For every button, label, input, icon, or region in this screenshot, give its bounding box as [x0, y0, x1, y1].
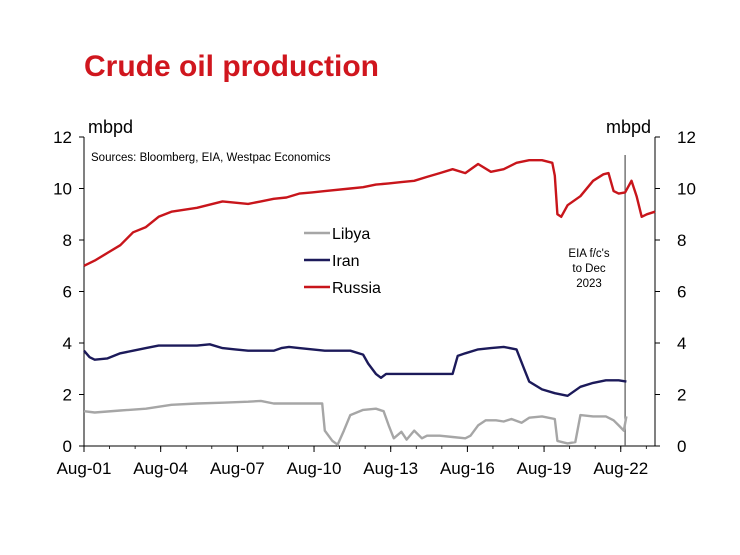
right-y-axis: 0 2 4 6 8 10 12 — [655, 128, 696, 456]
x-axis: Aug-01 Aug-04 Aug-07 Aug-10 Aug-13 Aug-16 Aug-… — [57, 446, 648, 478]
right-y-tick-label: 8 — [677, 231, 686, 250]
left-y-tick-label: 0 — [63, 437, 72, 456]
right-y-tick-label: 10 — [677, 180, 696, 199]
right-y-tick-label: 4 — [677, 334, 686, 353]
series-line-russia — [83, 159, 656, 267]
series-line-iran — [83, 343, 627, 397]
x-tick-label: Aug-10 — [287, 459, 342, 478]
left-y-tick-label: 6 — [63, 283, 72, 302]
right-axis-unit: mbpd — [606, 117, 651, 137]
legend-label-russia: Russia — [332, 280, 381, 297]
chart-title: Crude oil production — [84, 50, 379, 83]
x-tick-label: Aug-19 — [517, 459, 572, 478]
left-y-tick-label: 8 — [63, 231, 72, 250]
legend-label-libya: Libya — [332, 226, 370, 243]
x-tick-label: Aug-22 — [593, 459, 648, 478]
right-y-tick-label: 12 — [677, 128, 696, 147]
x-tick-label: Aug-13 — [363, 459, 418, 478]
right-y-tick-label: 6 — [677, 283, 686, 302]
x-tick-label: Aug-04 — [133, 459, 188, 478]
left-y-tick-label: 10 — [53, 180, 72, 199]
forecast-note-line-3: 2023 — [576, 278, 602, 290]
left-axis-unit: mbpd — [88, 117, 133, 137]
left-y-tick-label: 2 — [63, 386, 72, 405]
right-y-tick-label: 0 — [677, 437, 686, 456]
left-y-tick-label: 4 — [63, 334, 72, 353]
left-y-axis: 0 2 4 6 8 10 12 — [53, 128, 84, 456]
series-lines — [83, 159, 656, 446]
source-note: Sources: Bloomberg, EIA, Westpac Economi… — [91, 152, 331, 164]
x-tick-label: Aug-16 — [440, 459, 495, 478]
legend-label-iran: Iran — [332, 253, 360, 270]
forecast-note-line-2: to Dec — [572, 263, 605, 275]
left-y-tick-label: 12 — [53, 128, 72, 147]
right-y-tick-label: 2 — [677, 386, 686, 405]
series-line-libya — [83, 399, 628, 446]
x-tick-label: Aug-01 — [57, 459, 112, 478]
legend: Libya Iran Russia — [304, 226, 381, 297]
x-tick-label: Aug-07 — [210, 459, 265, 478]
forecast-note-line-1: EIA f/c's — [568, 248, 609, 260]
